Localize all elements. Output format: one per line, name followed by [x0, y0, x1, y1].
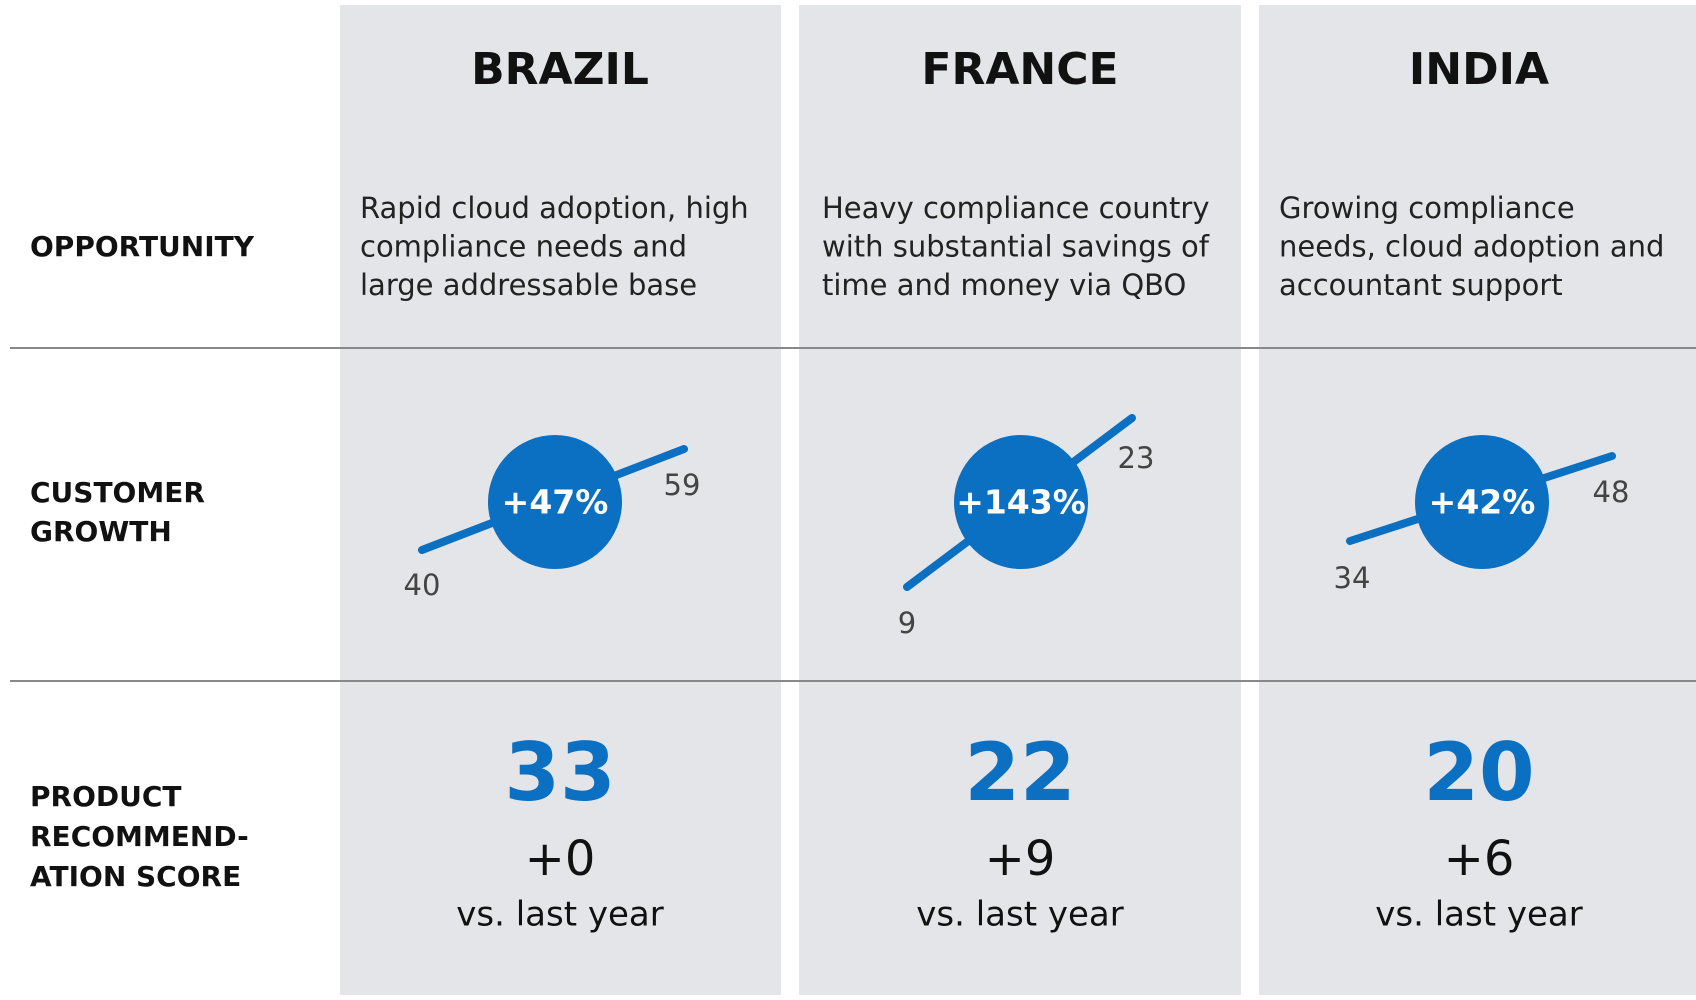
growth-end: 59 [664, 468, 701, 502]
row-label: CUSTOMER [30, 476, 205, 509]
growth-change: +143% [956, 483, 1086, 522]
growth-badge [488, 435, 622, 569]
growth-end: 23 [1118, 441, 1155, 475]
row-label: PRODUCT [30, 780, 182, 813]
score-change: +9 [985, 831, 1056, 887]
comparison: vs. last year [1375, 895, 1582, 935]
score: 33 [504, 726, 615, 819]
score: 22 [964, 726, 1075, 819]
opportunity-text: accountant support [1279, 268, 1563, 302]
opportunity-text: time and money via QBO [822, 268, 1186, 302]
row-label: OPPORTUNITY [30, 230, 255, 263]
opportunity-text: needs, cloud adoption and [1279, 230, 1664, 264]
score-change: +0 [525, 831, 596, 887]
score: 20 [1423, 726, 1534, 819]
comparison: vs. last year [916, 895, 1123, 935]
growth-start: 9 [898, 606, 916, 640]
opportunity-text: with substantial savings of [822, 230, 1210, 264]
growth-badge [954, 435, 1088, 569]
opportunity-text: Growing compliance [1279, 191, 1575, 225]
growth-change: +42% [1429, 483, 1536, 522]
growth-end: 48 [1593, 475, 1630, 509]
opportunity-text: compliance needs and [360, 230, 687, 264]
growth-badge [1415, 435, 1549, 569]
growth-start: 40 [404, 568, 441, 602]
growth-change: +47% [502, 483, 609, 522]
country-name: INDIA [1409, 44, 1549, 95]
row-label: ATION SCORE [30, 860, 241, 893]
country-name: BRAZIL [471, 44, 649, 95]
country-name: FRANCE [921, 44, 1118, 95]
comparison: vs. last year [456, 895, 663, 935]
opportunity-text: large addressable base [360, 268, 697, 302]
growth-start: 34 [1334, 561, 1371, 595]
opportunity-text: Rapid cloud adoption, high [360, 191, 749, 225]
score-change: +6 [1444, 831, 1515, 887]
opportunity-text: Heavy compliance country [822, 191, 1209, 225]
row-label: GROWTH [30, 515, 172, 548]
row-label: RECOMMEND- [30, 820, 249, 853]
